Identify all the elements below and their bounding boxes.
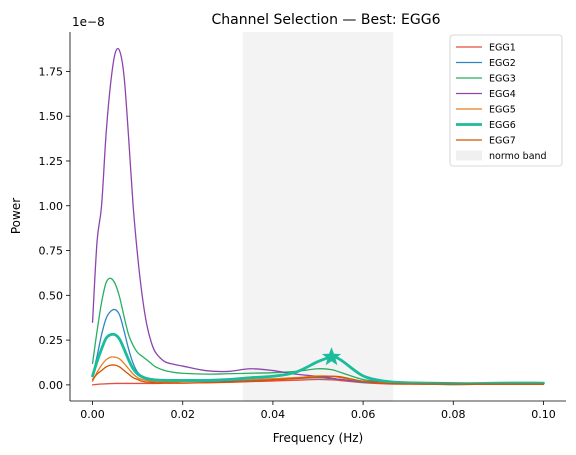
x-axis-label: Frequency (Hz) [273, 431, 364, 445]
y-tick-label: 0.75 [39, 245, 64, 258]
legend-label-egg1: EGG1 [489, 43, 516, 54]
x-tick-label: 0.06 [351, 408, 376, 421]
y-tick-label: 1.25 [39, 155, 64, 168]
series-line-egg6 [91, 332, 545, 386]
y-scale-offset: 1e−8 [72, 15, 105, 29]
best-channel-star-marker [322, 347, 342, 366]
y-tick-label: 1.50 [39, 110, 64, 123]
legend-frame [449, 34, 563, 167]
legend-label-normo-band: normo band [489, 151, 547, 162]
legend-label-egg3: EGG3 [489, 74, 516, 85]
y-tick-label: 1.75 [39, 65, 64, 78]
normo-band [242, 32, 394, 401]
legend: EGG1 EGG2 EGG3 EGG4 EGG5 EGG6 EGG7 normo band [449, 34, 563, 167]
x-tick-label: 0.04 [261, 408, 286, 421]
y-tick-label: 0.25 [39, 334, 64, 347]
x-tick-label: 0.10 [531, 408, 556, 421]
x-tick-label: 0.02 [170, 408, 195, 421]
series-line-egg3 [91, 277, 545, 384]
legend-label-egg7: EGG7 [489, 136, 516, 147]
y-tick-label: 1.00 [39, 200, 64, 213]
x-tick-label: 0.00 [80, 408, 105, 421]
legend-swatch-normo-band [456, 150, 482, 161]
x-tick-label: 0.08 [441, 408, 466, 421]
series-line-egg7 [91, 364, 545, 385]
series-layer [91, 47, 545, 386]
legend-label-egg2: EGG2 [489, 58, 516, 69]
y-tick-label: 0.00 [39, 379, 64, 392]
legend-label-egg6: EGG6 [489, 120, 516, 131]
chart-title: Channel Selection — Best: EGG6 [212, 12, 441, 28]
y-ticks: 0.00 0.25 0.50 0.75 1.00 1.25 1.50 1.75 [39, 65, 70, 392]
y-tick-label: 0.50 [39, 289, 64, 302]
legend-label-egg4: EGG4 [489, 89, 516, 100]
y-axis-label: Power [9, 198, 23, 234]
x-ticks: 0.00 0.02 0.04 0.06 0.08 0.10 [80, 401, 556, 421]
legend-label-egg5: EGG5 [489, 105, 516, 116]
